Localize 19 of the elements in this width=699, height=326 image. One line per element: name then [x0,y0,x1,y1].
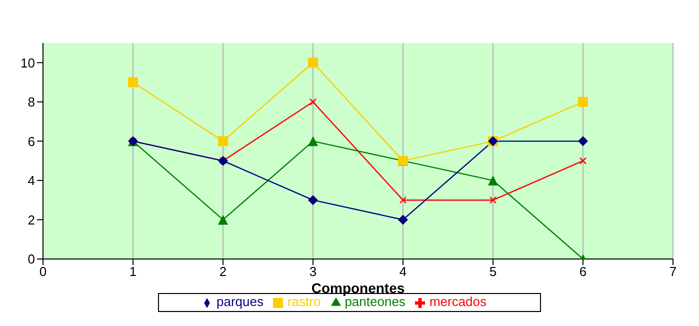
x-tick-label: 7 [669,264,677,280]
x-tick-label: 3 [309,264,317,280]
x-tick-label: 2 [219,264,227,280]
legend-label: mercados [429,294,487,309]
y-tick-label: 4 [28,173,35,188]
y-tick-label: 2 [28,212,35,228]
x-tick-label: 1 [129,264,137,280]
y-tick-label: 6 [28,134,35,149]
x-tick-label: 5 [489,264,497,280]
x-tick-label: 6 [579,264,587,280]
x-tick-label: 0 [39,264,47,280]
y-tick-label: 8 [28,94,35,110]
legend-label: parques [216,294,264,309]
legend-label: panteones [344,294,406,309]
x-axis-title: Componentes [311,280,405,296]
y-tick-label: 0 [28,252,35,267]
y-tick-label: 10 [20,55,35,70]
x-tick-label: 4 [399,264,407,280]
legend-label: rastro [287,294,321,309]
